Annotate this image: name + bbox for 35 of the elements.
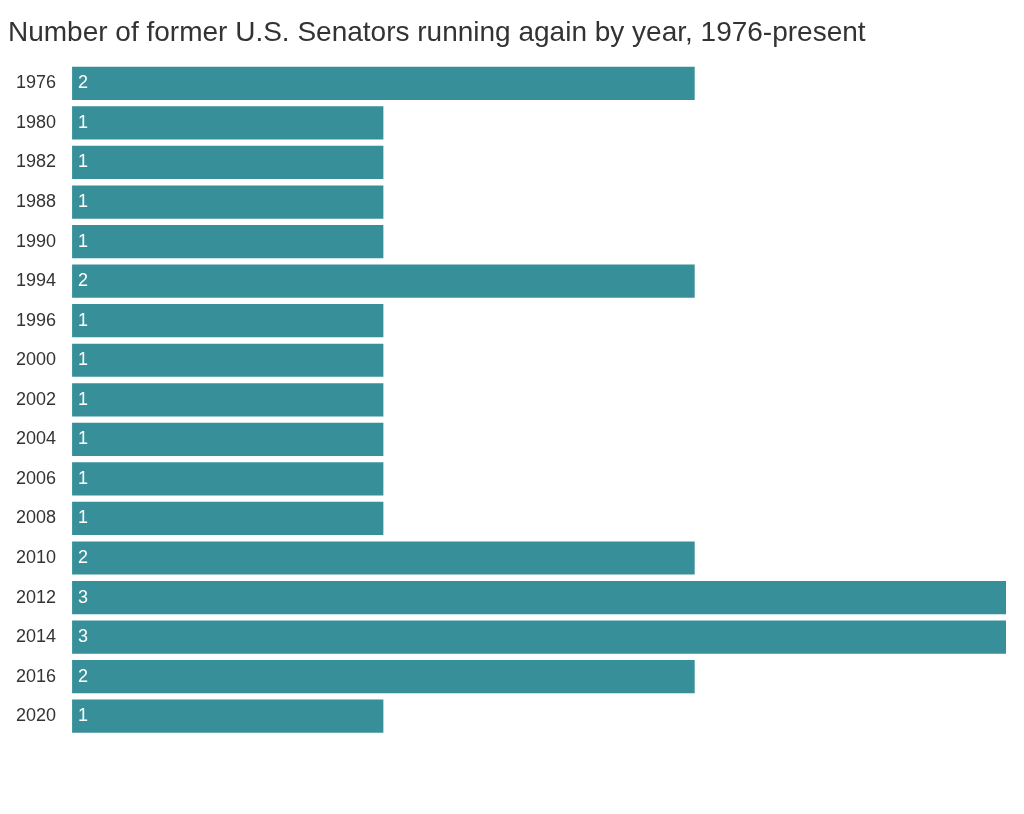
y-tick-label: 2004 <box>16 428 57 449</box>
chart-title: Number of former U.S. Senators running again by year, 1976-present <box>8 15 866 47</box>
data-label: 1 <box>78 388 89 409</box>
data-label: 1 <box>78 230 89 251</box>
y-tick-label: 2010 <box>16 546 57 567</box>
data-label: 1 <box>78 507 89 528</box>
data-label: 1 <box>78 151 89 172</box>
y-tick-label: 2014 <box>16 626 57 647</box>
y-tick-label: 2016 <box>16 665 57 686</box>
y-tick-label: 1980 <box>16 111 57 132</box>
y-tick-label: 1988 <box>16 191 57 211</box>
y-tick-label: 2008 <box>16 507 57 528</box>
data-label: 3 <box>78 626 89 647</box>
y-tick-label: 2000 <box>16 349 57 370</box>
data-label: 1 <box>78 191 89 211</box>
data-label: 2 <box>78 270 89 291</box>
y-tick-label: 1994 <box>16 270 57 291</box>
y-tick-label: 1996 <box>16 309 57 330</box>
data-label: 1 <box>78 705 89 726</box>
y-tick-label: 2012 <box>16 586 57 607</box>
y-tick-label: 2002 <box>16 388 57 409</box>
data-label: 2 <box>78 546 89 567</box>
y-tick-label: 1990 <box>16 230 57 251</box>
y-tick-label: 1976 <box>16 72 57 93</box>
data-label: 3 <box>78 586 89 607</box>
y-tick-label: 2006 <box>16 467 57 488</box>
data-label: 1 <box>78 428 89 449</box>
data-label: 2 <box>78 665 89 686</box>
y-tick-label: 1982 <box>16 151 57 172</box>
data-label: 1 <box>78 309 89 330</box>
data-label: 1 <box>78 111 89 132</box>
y-tick-label: 2020 <box>16 705 57 726</box>
data-label: 1 <box>78 467 89 488</box>
data-label: 2 <box>78 72 89 93</box>
data-label: 1 <box>78 349 89 370</box>
